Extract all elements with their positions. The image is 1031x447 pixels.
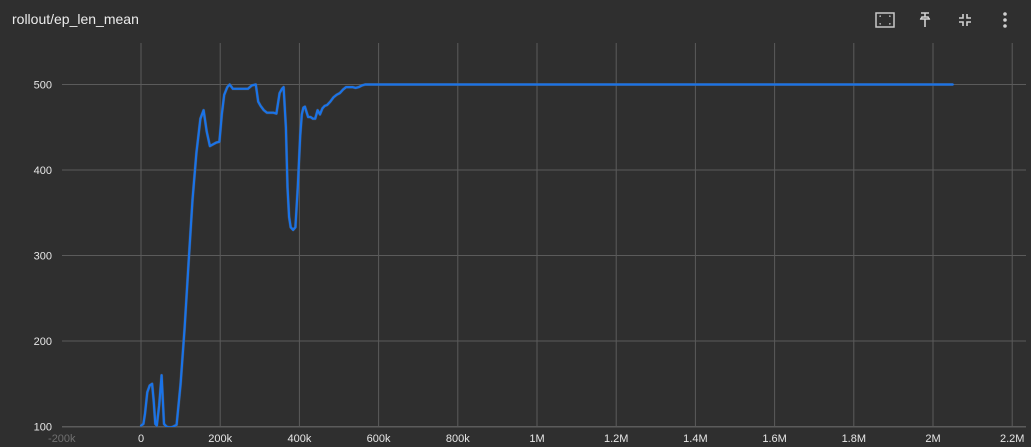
x-tick-label: 1.2M xyxy=(604,433,628,445)
series-line xyxy=(139,83,954,427)
x-tick-label: 0 xyxy=(138,433,144,445)
x-tick-label: 1.8M xyxy=(842,433,866,445)
x-tick-label: 200k xyxy=(208,433,232,445)
collapse-button[interactable] xyxy=(954,9,976,31)
y-tick-labels: 100 200 300 400 500 xyxy=(34,80,52,434)
x-tick-label: 2.2M xyxy=(1000,433,1024,445)
pin-button[interactable] xyxy=(914,9,936,31)
x-tick-label: 600k xyxy=(367,433,391,445)
x-tick-labels: -200k 0 200k 400k 600k 800k 1M 1.2M 1.4M 1.6M 1.8M… xyxy=(48,433,1024,445)
x-tick-label: 1.4M xyxy=(683,433,707,445)
fit-domain-button[interactable] xyxy=(874,9,896,31)
x-tick-label: 2M xyxy=(925,433,940,445)
pin-icon xyxy=(919,12,931,27)
y-tick-label: 100 xyxy=(34,422,52,434)
x-gridlines xyxy=(62,43,1026,428)
y-tick-label: 300 xyxy=(34,251,52,263)
collapse-icon xyxy=(959,14,971,26)
fit-domain-icon xyxy=(875,12,895,28)
x-tick-label: -200k xyxy=(48,433,76,445)
chart-title: rollout/ep_len_mean xyxy=(12,11,139,27)
x-tick-label: 800k xyxy=(446,433,470,445)
x-tick-label: 400k xyxy=(287,433,311,445)
y-tick-label: 400 xyxy=(34,165,52,177)
more-options-button[interactable] xyxy=(994,9,1016,31)
more-vert-icon xyxy=(1003,12,1007,28)
x-tick-label: 1.6M xyxy=(762,433,786,445)
y-tick-label: 200 xyxy=(34,336,52,348)
series-layer xyxy=(139,83,954,427)
y-tick-label: 500 xyxy=(34,80,52,92)
card-header: rollout/ep_len_mean xyxy=(0,0,1031,40)
x-tick-label: 1M xyxy=(529,433,544,445)
